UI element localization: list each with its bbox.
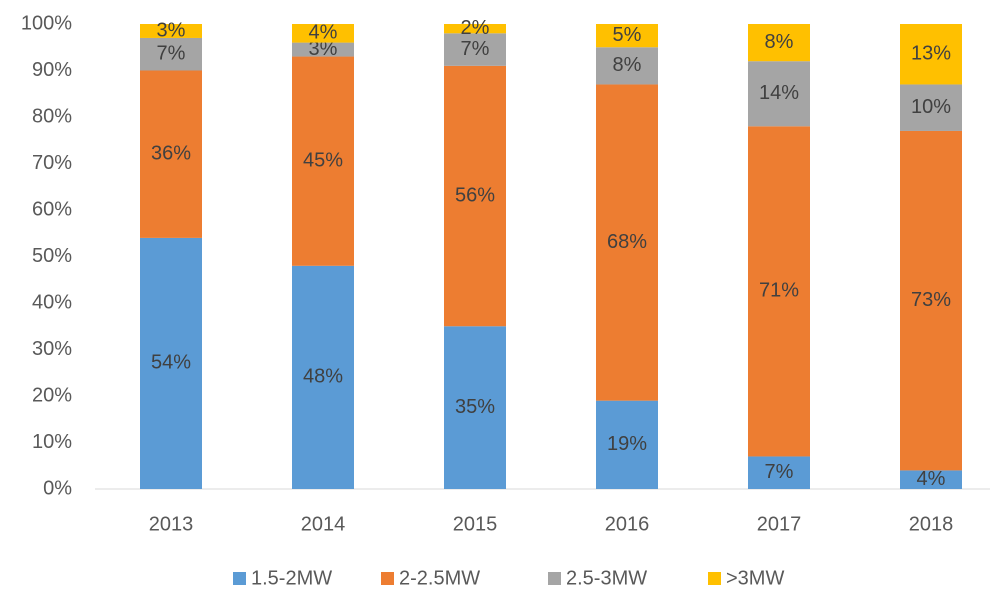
legend-swatch: [381, 572, 394, 585]
legend-swatch: [708, 572, 721, 585]
y-tick-label: 20%: [32, 384, 72, 406]
x-tick-label: 2017: [757, 513, 802, 535]
data-label: 10%: [911, 96, 951, 118]
data-label: 73%: [911, 289, 951, 311]
bar-segment: [444, 326, 506, 489]
x-tick-label: 2014: [301, 513, 346, 535]
data-label: 7%: [461, 38, 490, 60]
bar-segment: [292, 265, 354, 489]
y-tick-label: 50%: [32, 245, 72, 267]
legend-label: >3MW: [726, 567, 784, 589]
bar-segment: [140, 237, 202, 489]
y-tick-label: 80%: [32, 105, 72, 127]
data-label: 7%: [157, 43, 186, 65]
y-tick-label: 30%: [32, 338, 72, 360]
data-label: 13%: [911, 43, 951, 65]
bar-segment: [140, 70, 202, 238]
data-label: 56%: [455, 184, 495, 206]
data-label: 36%: [151, 142, 191, 164]
bar-segment: [900, 24, 962, 85]
bar-segment: [140, 37, 202, 71]
legend-swatch: [233, 572, 246, 585]
bar-segment: [292, 42, 354, 57]
y-tick-label: 100%: [21, 12, 72, 34]
bar-segment: [900, 130, 962, 471]
data-label: 4%: [309, 22, 338, 44]
legend-label: 2.5-3MW: [566, 567, 647, 589]
legend-label: 1.5-2MW: [251, 567, 332, 589]
bar-segment: [596, 84, 658, 401]
legend-label: 2-2.5MW: [399, 567, 480, 589]
bar-segment: [292, 24, 354, 43]
x-tick-label: 2015: [453, 513, 498, 535]
bar-segment: [292, 56, 354, 266]
data-label: 7%: [765, 461, 794, 483]
bar-segment: [444, 65, 506, 327]
bar-segment: [596, 47, 658, 85]
data-label: 19%: [607, 433, 647, 455]
data-label: 2%: [461, 17, 490, 39]
y-tick-label: 10%: [32, 431, 72, 453]
data-label: 4%: [917, 468, 946, 490]
legend-swatch: [548, 572, 561, 585]
bar-segment: [596, 400, 658, 489]
data-label: 48%: [303, 366, 343, 388]
data-label: 5%: [613, 24, 642, 46]
x-tick-label: 2018: [909, 513, 954, 535]
data-label: 3%: [309, 38, 338, 60]
bar-segment: [444, 33, 506, 66]
bar-segment: [596, 24, 658, 48]
bar-segment: [748, 126, 810, 457]
data-label: 8%: [765, 31, 794, 53]
data-label: 35%: [455, 396, 495, 418]
data-label: 3%: [157, 19, 186, 41]
bar-segment: [900, 470, 962, 489]
data-label: 14%: [759, 82, 799, 104]
data-label: 68%: [607, 231, 647, 253]
y-tick-label: 70%: [32, 152, 72, 174]
y-tick-label: 0%: [43, 477, 72, 499]
data-label: 71%: [759, 280, 799, 302]
bar-segment: [748, 24, 810, 62]
y-tick-label: 60%: [32, 198, 72, 220]
y-tick-label: 90%: [32, 59, 72, 81]
data-label: 45%: [303, 149, 343, 171]
bar-segment: [748, 456, 810, 489]
bar-segment: [444, 24, 506, 34]
bar-segment: [140, 24, 202, 38]
data-label: 54%: [151, 352, 191, 374]
x-tick-label: 2013: [149, 513, 194, 535]
bar-segment: [748, 61, 810, 127]
data-label: 8%: [613, 54, 642, 76]
bar-segment: [900, 84, 962, 131]
y-tick-label: 40%: [32, 291, 72, 313]
x-tick-label: 2016: [605, 513, 650, 535]
